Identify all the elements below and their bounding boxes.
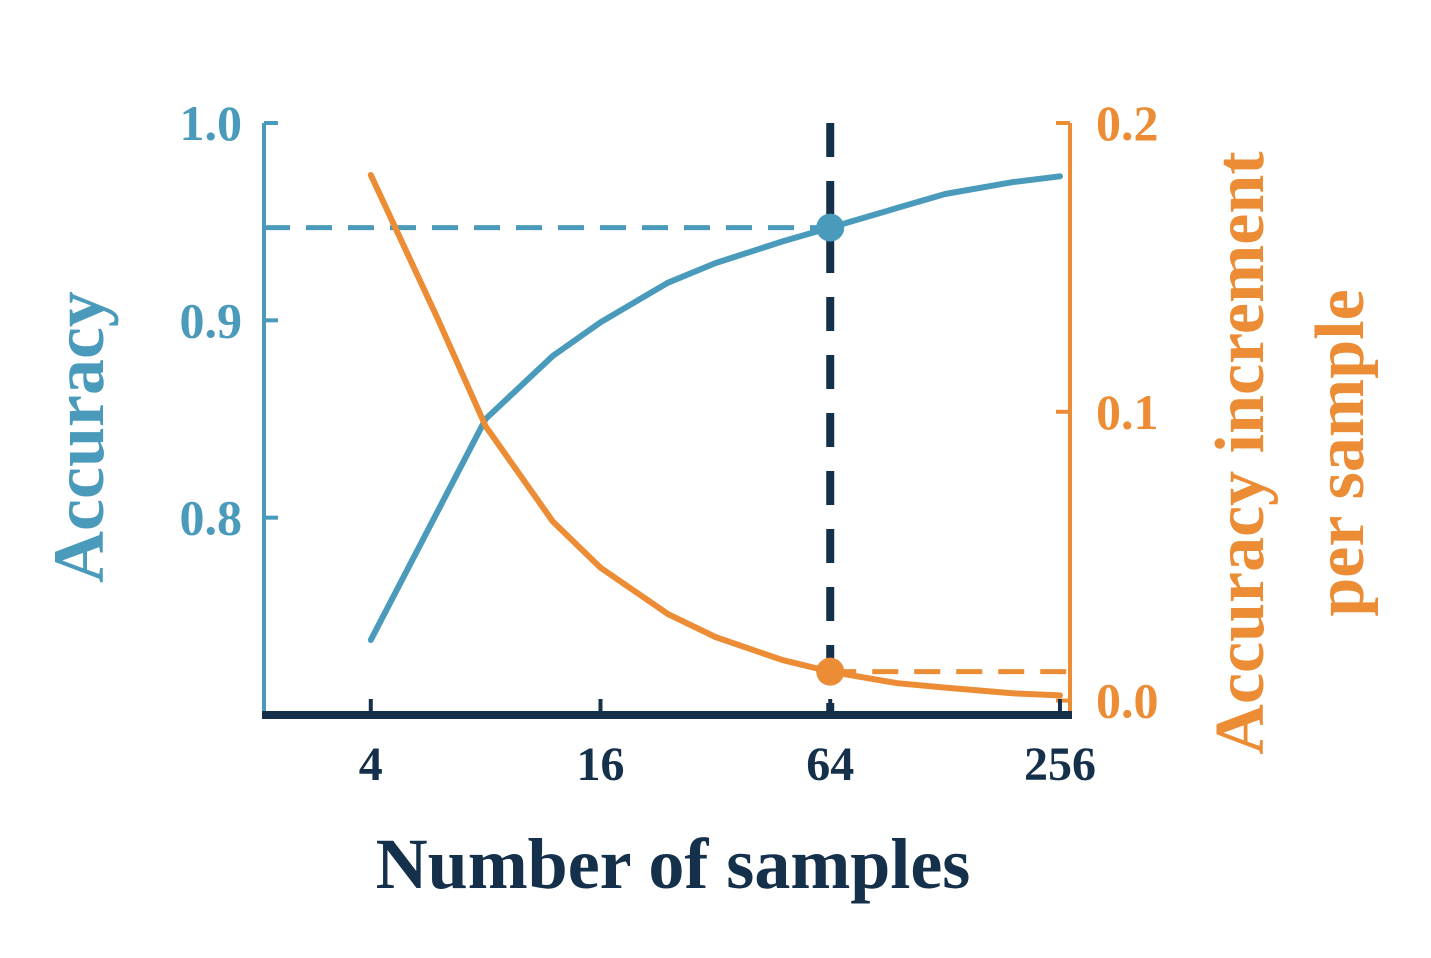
right-y-axis-title-line-1: Accuracy increment (1202, 151, 1279, 754)
left-y-axis-title: Accuracy (39, 291, 119, 583)
x-tick-label: 64 (806, 738, 854, 791)
x-tick-label: 16 (577, 738, 625, 791)
right-y-tick-label: 0.0 (1096, 673, 1159, 729)
right-y-tick-label: 0.1 (1096, 384, 1159, 440)
accuracy-increment-line (367, 172, 1063, 699)
increment-highlight-point (816, 657, 845, 686)
left-y-tick-label: 1.0 (180, 95, 243, 151)
accuracy-line (367, 173, 1063, 643)
accuracy-highlight-point (816, 213, 845, 242)
x-axis-title: Number of samples (376, 824, 971, 904)
x-tick-label: 4 (359, 738, 383, 791)
x-tick-label: 256 (1024, 738, 1096, 791)
left-y-tick-label: 0.8 (180, 490, 243, 546)
right-y-tick-label: 0.2 (1096, 95, 1159, 151)
right-y-axis-title-line-2: per sample (1302, 289, 1379, 616)
left-y-tick-label: 0.9 (180, 292, 243, 348)
